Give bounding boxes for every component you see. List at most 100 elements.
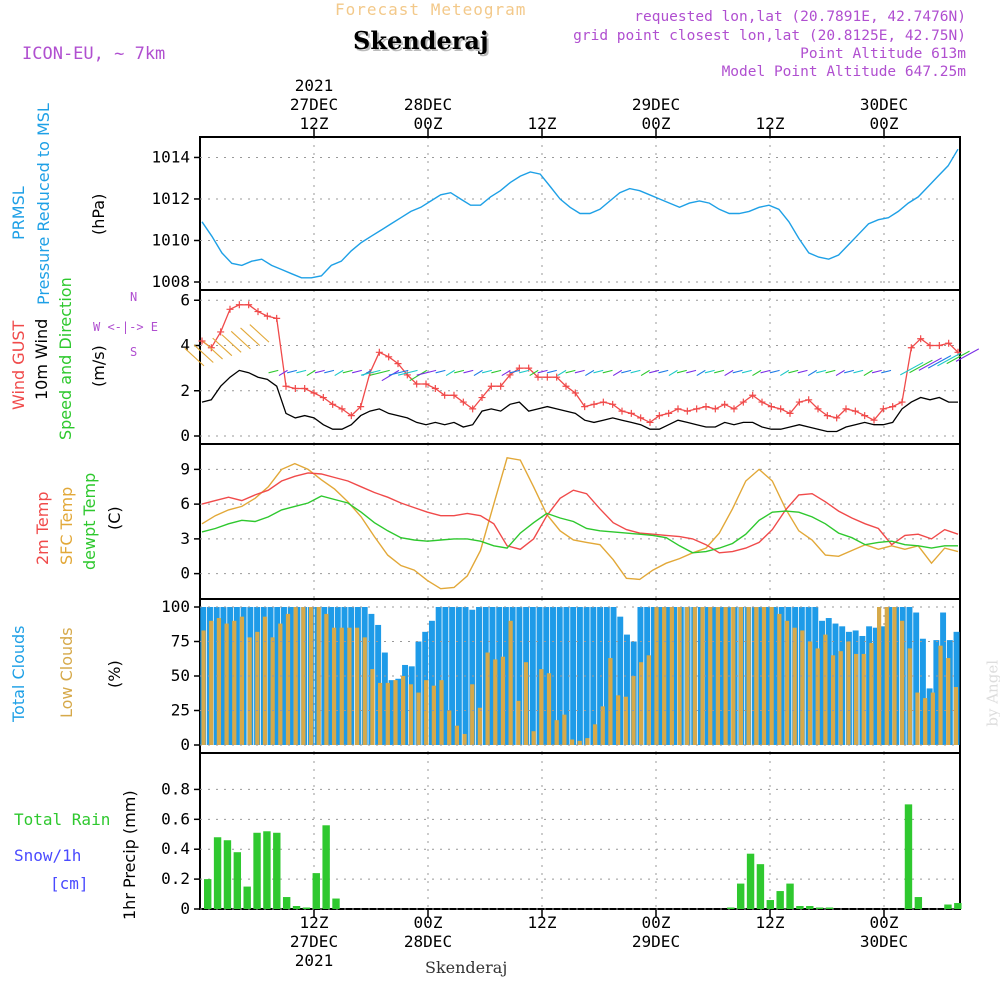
y-tick-label: 3 (180, 529, 190, 548)
low-cloud-bar (201, 630, 206, 745)
wind-arrow (565, 369, 576, 374)
rain-bar (253, 832, 261, 909)
y-tick-label: 6 (180, 494, 190, 513)
low-cloud-bar (285, 613, 291, 745)
low-cloud-bar (608, 658, 613, 745)
rain-bar (302, 907, 311, 909)
total-cloud-bar (704, 607, 711, 745)
total-cloud-bar (455, 607, 462, 745)
low-cloud-bar (239, 616, 245, 745)
total-cloud-bar (771, 607, 778, 745)
low-cloud-bar (577, 740, 582, 745)
low-cloud-bar (692, 607, 697, 745)
low-cloud-bar (815, 648, 820, 745)
total-cloud-bar (933, 640, 940, 745)
gust-marker (235, 301, 243, 309)
total-cloud-bar (576, 607, 583, 745)
total-cloud-bar (899, 607, 906, 745)
low-cloud-bar (631, 676, 636, 745)
wind-arrow (732, 369, 743, 374)
total-cloud-bar (469, 609, 476, 745)
total-cloud-bar (348, 607, 355, 745)
bottom-axis-line: 12Z (299, 913, 329, 932)
total-cloud-bar (476, 607, 482, 745)
gust-marker (898, 398, 906, 406)
gust-marker (581, 403, 589, 411)
top-axis-line: 30DEC (859, 95, 909, 114)
total-cloud-bar (718, 607, 725, 745)
wind-arrow (362, 369, 372, 377)
rain-bar (944, 904, 952, 909)
gust-marker (413, 380, 421, 388)
gust-marker (403, 371, 411, 379)
low-cloud-bar (662, 607, 667, 745)
gust-marker (721, 400, 729, 408)
y-tick-label: 75 (171, 632, 190, 651)
requested-coords: requested lon,lat (20.7891E, 42.7476N) (634, 9, 966, 25)
panel-frame-0 (199, 136, 961, 291)
total-cloud-bar (529, 607, 536, 745)
total-cloud-bar (428, 620, 435, 745)
gust-marker (375, 348, 383, 356)
footer-location: Skenderaj (425, 958, 508, 977)
total-cloud-bar (254, 607, 261, 745)
model-label: ICON-EU, ~ 7km (22, 44, 166, 64)
total-cloud-bar (765, 607, 772, 745)
gust-marker (357, 403, 365, 411)
panel-frame-4 (199, 752, 961, 910)
gust-marker (823, 412, 831, 420)
wind-arrow (612, 369, 623, 377)
rain-bar (736, 883, 745, 909)
y-tick-label: 1008 (151, 272, 190, 291)
wind-arrow (481, 369, 492, 374)
gust-marker (870, 416, 878, 424)
wind-arrow (334, 369, 344, 377)
total-cloud-bar (395, 678, 402, 745)
low-cloud-bar (777, 613, 782, 745)
gust-marker (198, 337, 206, 345)
gridpoint-coords: grid point closest lon,lat (20.8125E, 42… (573, 28, 966, 44)
gust-marker (693, 405, 701, 413)
y-tick-label: 0 (180, 735, 190, 754)
total-cloud-bar (281, 607, 287, 745)
total-cloud-bar (536, 607, 543, 745)
rain-bar (223, 840, 232, 909)
bottom-axis-label: 12Z (725, 913, 815, 970)
low-cloud-bar (846, 641, 851, 745)
total-cloud-bar (637, 607, 644, 745)
gust-marker (926, 342, 934, 350)
wind-arrow (585, 369, 595, 377)
low-cloud-bar (500, 656, 506, 745)
wind-dir-label: Speed and Direction (56, 277, 75, 440)
wind-arrow (557, 369, 567, 377)
top-axis-line: 00Z (641, 114, 671, 133)
wind-arrow (593, 369, 604, 374)
total-cloud-bar (691, 607, 698, 745)
low-cloud-bar (700, 607, 705, 745)
low-cloud-bar (884, 607, 889, 745)
wind-arrow (342, 369, 353, 374)
total-cloud-bar (624, 634, 630, 745)
total-cloud-bar (866, 626, 873, 745)
bottom-axis-line: 2021 (294, 951, 334, 970)
top-axis-line (725, 76, 815, 95)
total-cloud-bar (805, 607, 812, 745)
low-cloud-bar (708, 607, 713, 745)
top-axis-line (725, 95, 815, 114)
temp-sfc-label: SFC Temp (57, 486, 76, 565)
low-cloud-bar (861, 653, 866, 745)
wind-arrow (184, 347, 205, 367)
wind-arrow (630, 369, 641, 374)
low-cloud-bar (454, 725, 460, 745)
pressure-line (201, 148, 959, 279)
wind-arrow (788, 369, 799, 374)
bottom-axis-line (497, 932, 587, 951)
gust-marker (805, 396, 813, 404)
top-axis-line: 27DEC (289, 95, 339, 114)
rain-bar (204, 879, 212, 909)
wind-arrow (240, 327, 261, 346)
y-tick-label: 6 (180, 290, 190, 309)
total-cloud-bar (502, 607, 509, 745)
y-tick-label: 4 (180, 336, 190, 355)
low-cloud-bar (823, 634, 828, 745)
